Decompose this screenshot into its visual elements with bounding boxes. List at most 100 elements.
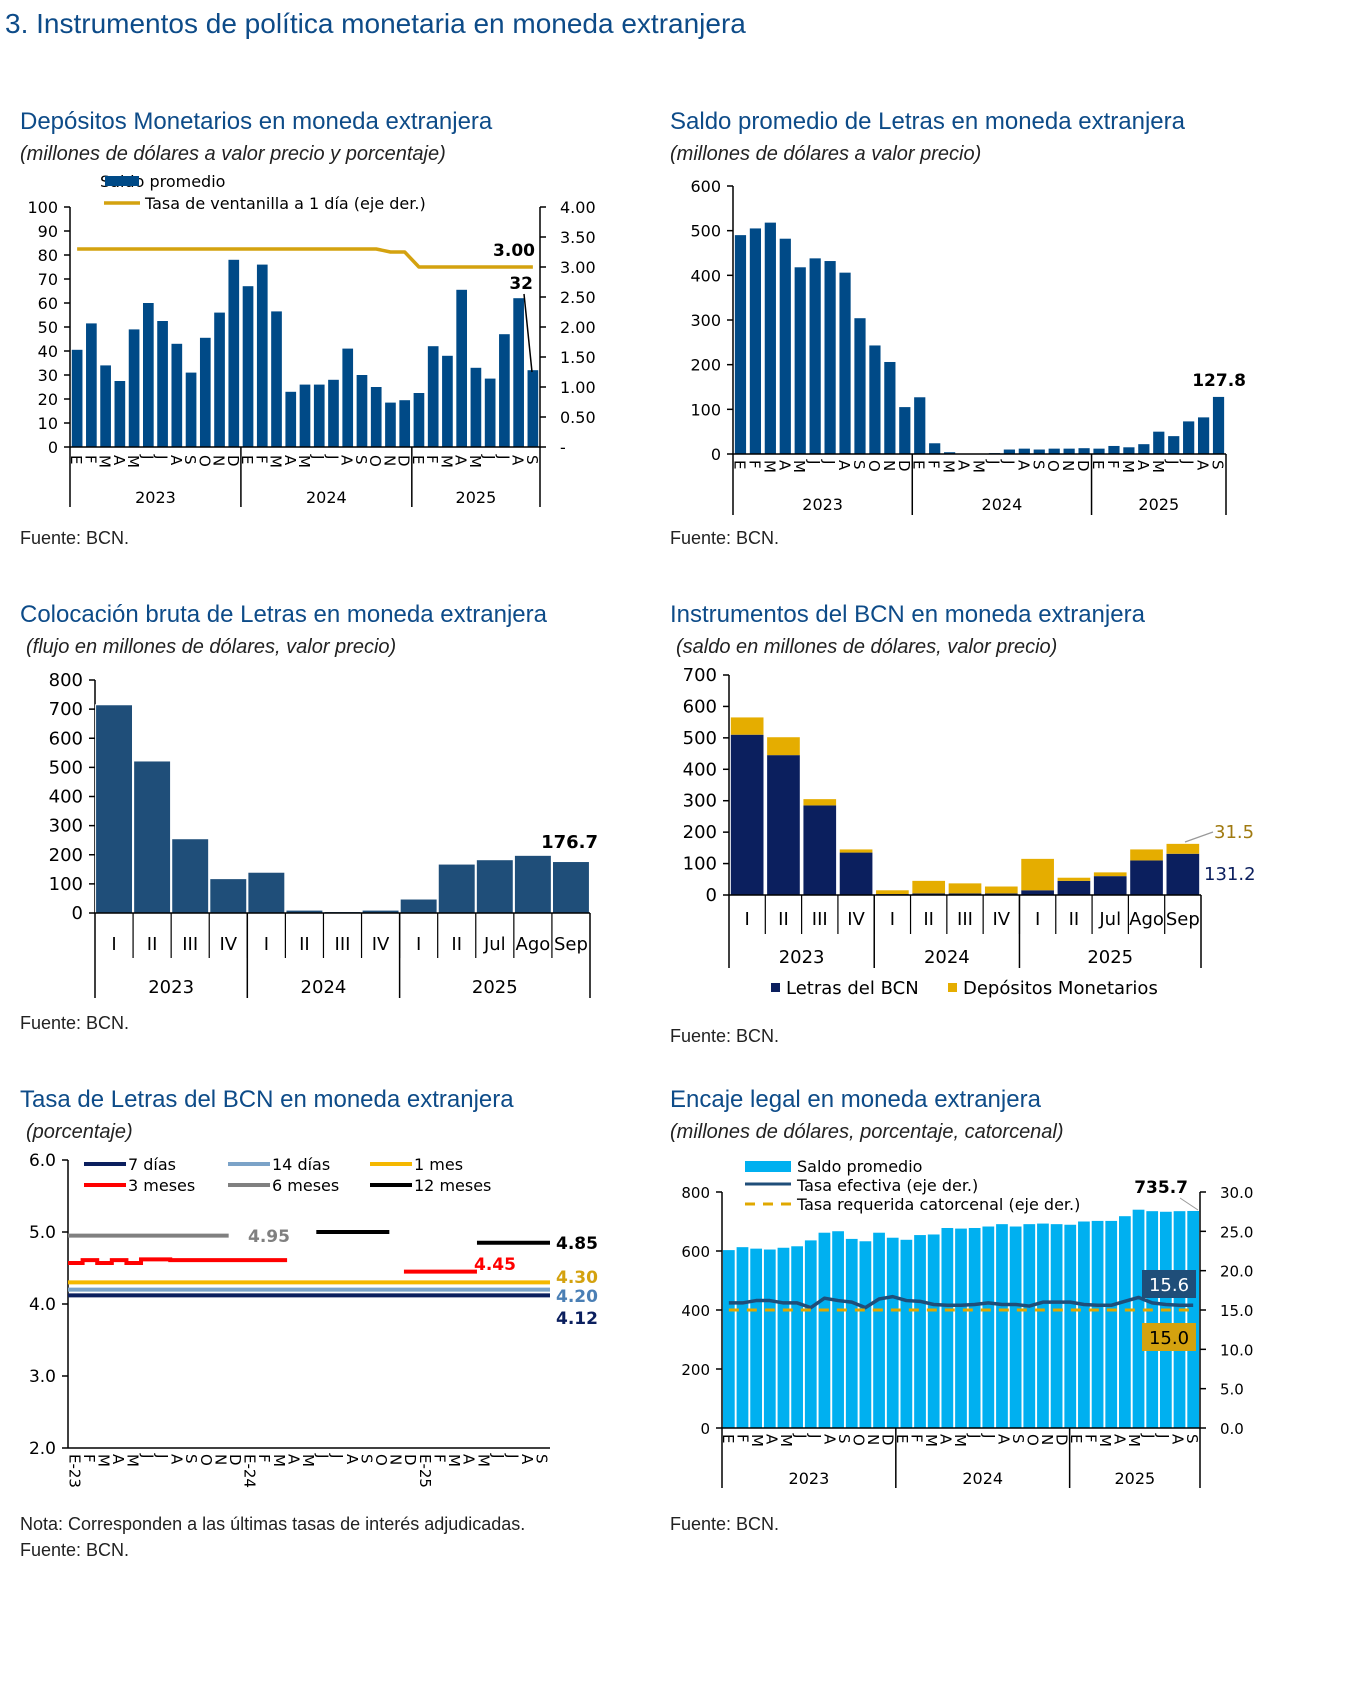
bar bbox=[884, 361, 896, 454]
chart-1-title: Depósitos Monetarios en moneda extranjer… bbox=[20, 108, 493, 135]
chart-6-source: Fuente: BCN. bbox=[670, 1514, 780, 1534]
x-tick-label: II bbox=[923, 909, 934, 930]
bar bbox=[803, 805, 837, 895]
x-tick-label: F bbox=[734, 1434, 752, 1443]
bar bbox=[1057, 880, 1091, 895]
year-label: 2024 bbox=[924, 947, 970, 968]
x-tick-label: IV bbox=[372, 934, 390, 955]
bar bbox=[929, 443, 941, 454]
bar bbox=[869, 345, 881, 454]
x-tick-label: D bbox=[1052, 1434, 1070, 1446]
x-tick-label: A bbox=[167, 455, 185, 466]
bar bbox=[763, 1249, 776, 1428]
bar bbox=[1108, 445, 1120, 454]
year-label: 2025 bbox=[456, 488, 497, 507]
x-tick-label: J bbox=[138, 1453, 156, 1458]
year-label: 2023 bbox=[135, 488, 176, 507]
year-label: 2025 bbox=[472, 977, 518, 998]
year-label: 2023 bbox=[779, 947, 825, 968]
bar bbox=[209, 878, 248, 914]
x-tick-label: E bbox=[893, 1434, 911, 1443]
annotation-dep-last: 31.5 bbox=[1214, 822, 1254, 843]
bar bbox=[1003, 449, 1015, 454]
y2-tick-label: 3.50 bbox=[560, 228, 596, 247]
bar bbox=[1093, 872, 1127, 877]
x-tick-label: M bbox=[951, 1434, 969, 1447]
bar bbox=[736, 1247, 749, 1428]
y-tick-label: 0 bbox=[48, 438, 58, 457]
bar bbox=[804, 1240, 817, 1428]
x-tick-label: E bbox=[730, 460, 748, 469]
x-tick-label: M bbox=[96, 455, 114, 468]
legend-label: Saldo promedio bbox=[797, 1157, 922, 1176]
bar bbox=[1050, 1224, 1063, 1428]
x-tick-label: M bbox=[95, 1454, 113, 1467]
x-tick-label: M bbox=[295, 455, 313, 468]
y-tick-label: 90 bbox=[38, 222, 58, 241]
bar bbox=[914, 397, 926, 454]
x-tick-label: M bbox=[777, 1434, 795, 1447]
bar bbox=[982, 1226, 995, 1428]
bar bbox=[1048, 448, 1060, 454]
bar bbox=[247, 871, 286, 914]
legend-swatch bbox=[745, 1161, 791, 1172]
annotation-efectiva-last: 15.6 bbox=[1149, 1275, 1189, 1296]
x-tick-label: III bbox=[182, 934, 198, 955]
y-tick-label: 40 bbox=[38, 342, 58, 361]
bar bbox=[171, 838, 210, 914]
x-tick-label: I bbox=[264, 934, 269, 955]
x-tick-label: O bbox=[865, 460, 883, 472]
bar bbox=[256, 264, 268, 447]
year-label: 2025 bbox=[1138, 495, 1179, 514]
legend-label: Letras del BCN bbox=[786, 978, 919, 999]
bar bbox=[299, 384, 311, 447]
x-tick-label: D bbox=[401, 1454, 419, 1466]
x-tick-label: J bbox=[314, 1453, 332, 1458]
bar bbox=[114, 381, 126, 447]
bar bbox=[1132, 1209, 1145, 1428]
y-tick-label: 200 bbox=[681, 1361, 710, 1379]
y2-tick-label: 3.00 bbox=[560, 258, 596, 277]
bar bbox=[912, 893, 946, 895]
chart-5-note: Nota: Corresponden a las últimas tasas d… bbox=[20, 1514, 526, 1534]
y-tick-label: 5.0 bbox=[29, 1223, 56, 1243]
x-tick-label: M bbox=[970, 460, 988, 473]
x-tick-label: J bbox=[503, 1453, 521, 1458]
page-title: 3. Instrumentos de política monetaria en… bbox=[5, 8, 746, 39]
bar bbox=[791, 1246, 803, 1428]
bar bbox=[873, 1232, 885, 1428]
x-tick-label: O bbox=[197, 1454, 215, 1466]
x-tick-label: Sep bbox=[1166, 909, 1200, 930]
chart-3-title: Colocación bruta de Letras en moneda ext… bbox=[20, 601, 547, 628]
x-tick-label: D bbox=[395, 455, 413, 467]
x-tick-label: F bbox=[423, 455, 441, 464]
y-tick-label: 600 bbox=[49, 728, 83, 749]
bar bbox=[818, 1232, 831, 1428]
x-tick-label: J bbox=[980, 1433, 998, 1438]
x-tick-label: II bbox=[299, 934, 310, 955]
x-tick-label: Jul bbox=[1098, 909, 1121, 930]
y-tick-label: 600 bbox=[683, 696, 717, 717]
y-tick-label: 60 bbox=[38, 294, 58, 313]
x-tick-label: N bbox=[1059, 460, 1077, 471]
bar bbox=[385, 402, 396, 447]
x-tick-label: S bbox=[181, 455, 199, 465]
legend-label: 14 días bbox=[272, 1155, 330, 1174]
y-tick-label: 0 bbox=[706, 885, 717, 906]
legend-label: 12 meses bbox=[414, 1176, 491, 1195]
x-tick-label: A bbox=[284, 1454, 302, 1465]
bar bbox=[767, 755, 800, 895]
series-end-label: 4.95 bbox=[248, 1227, 290, 1247]
bar bbox=[948, 883, 982, 894]
bar bbox=[1130, 849, 1163, 861]
x-tick-label: S bbox=[1029, 460, 1047, 470]
bar bbox=[824, 261, 836, 454]
x-tick-label: A bbox=[518, 1454, 536, 1465]
bar bbox=[1146, 1211, 1159, 1428]
chart-2-subtitle: (millones de dólares a valor precio) bbox=[670, 143, 982, 165]
y-tick-label: 3.0 bbox=[29, 1367, 56, 1387]
chart-5-title: Tasa de Letras del BCN en moneda extranj… bbox=[20, 1086, 514, 1113]
x-tick-label: A bbox=[460, 1454, 478, 1465]
bar bbox=[470, 367, 482, 447]
bar bbox=[984, 893, 1018, 895]
